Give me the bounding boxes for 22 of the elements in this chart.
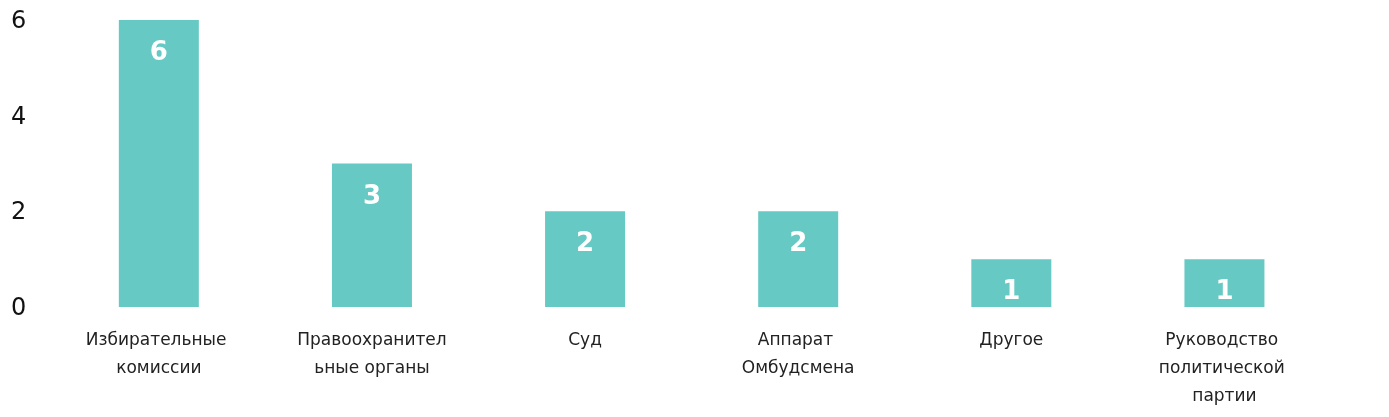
bar bbox=[1184, 259, 1265, 307]
data-label: 6 bbox=[149, 36, 168, 66]
bar bbox=[118, 20, 199, 307]
y-tick-label: 6 bbox=[10, 6, 27, 34]
x-tick-label: Правоохранительные органы bbox=[297, 329, 447, 377]
bar bbox=[331, 163, 412, 307]
data-label: 3 bbox=[362, 179, 381, 210]
data-label: 2 bbox=[576, 227, 595, 258]
bar bbox=[758, 211, 839, 307]
data-label: 1 bbox=[1215, 275, 1234, 306]
data-label: 1 bbox=[1002, 275, 1021, 306]
x-tick-label: Аппарат Омбудсмена bbox=[741, 329, 855, 377]
bar bbox=[971, 259, 1052, 307]
x-tick-label: Избирательные комиссии bbox=[85, 329, 232, 377]
data-label: 2 bbox=[789, 227, 808, 258]
y-tick-label: 0 bbox=[10, 293, 27, 321]
x-tick-label: Руководство политической партии bbox=[1158, 329, 1291, 405]
y-tick-label: 2 bbox=[10, 197, 27, 226]
y-tick-label: 4 bbox=[10, 101, 27, 130]
bar bbox=[545, 211, 626, 307]
x-tick-label: Суд bbox=[568, 329, 602, 349]
x-tick-label: Другое bbox=[979, 329, 1044, 349]
